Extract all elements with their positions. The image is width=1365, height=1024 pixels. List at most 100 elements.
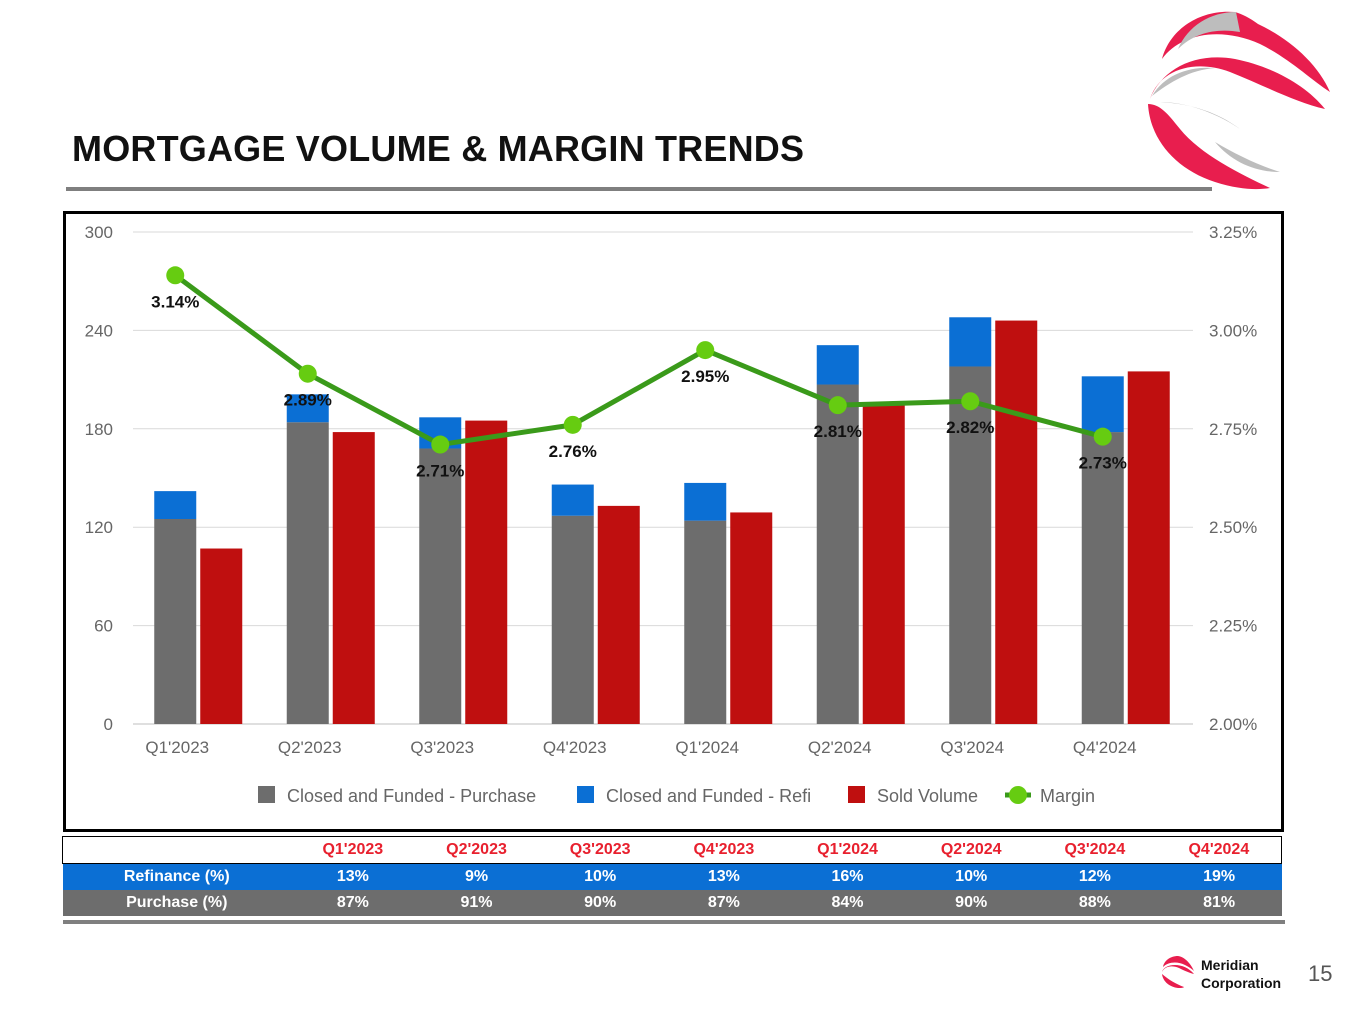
bar-purchase (816, 384, 859, 724)
y-tick-label: 240 (85, 321, 113, 340)
x-tick-label: Q2'2023 (278, 738, 342, 757)
x-tick-label: Q2'2024 (808, 738, 872, 757)
margin-point (166, 266, 185, 285)
margin-data-label: 2.76% (549, 442, 597, 461)
mortgage-volume-chart: 0 60 120 180 240 300 2.00% 2.25% 2.50% 2.75% 3.00%… (85, 223, 1258, 806)
legend-purchase-label: Closed and Funded - Purchase (287, 786, 536, 806)
table-cell: 90% (909, 890, 1034, 916)
y2-tick-label: 2.00% (1209, 715, 1257, 734)
table-cell: 9% (414, 863, 539, 890)
margin-point (961, 392, 980, 411)
legend-sold-label: Sold Volume (877, 786, 978, 806)
bar-purchase (419, 448, 462, 724)
y2-tick-label: 2.50% (1209, 518, 1257, 537)
y-tick-label: 60 (94, 617, 113, 636)
bar-refi (1081, 376, 1124, 433)
table-cell: 90% (538, 890, 663, 916)
y-tick-label: 0 (104, 715, 113, 734)
bar-refi (154, 491, 197, 519)
bar-refi (949, 317, 992, 367)
table-header-q2-2024: Q2'2024 (909, 836, 1034, 864)
bar-sold (862, 402, 905, 724)
bar-sold (995, 320, 1038, 724)
margin-point (563, 415, 582, 434)
brand-name: Meridian Corporation (1201, 956, 1281, 992)
x-tick-label: Q1'2024 (675, 738, 739, 757)
table-cell: 16% (785, 863, 910, 890)
margin-data-label: 2.71% (416, 462, 464, 481)
margin-data-label: 2.81% (814, 422, 862, 441)
table-cell: 10% (909, 863, 1034, 890)
y-tick-label: 120 (85, 518, 113, 537)
table-cell: 13% (291, 863, 415, 890)
margin-data-label: 2.82% (946, 418, 994, 437)
bar-sold (200, 548, 243, 724)
title-divider (66, 187, 1212, 191)
bar-sold (1127, 371, 1170, 724)
meridian-logo (1148, 11, 1330, 190)
y2-tick-label: 3.25% (1209, 223, 1257, 242)
legend-refi-label: Closed and Funded - Refi (606, 786, 811, 806)
x-tick-label: Q4'2023 (543, 738, 607, 757)
legend-margin-swatch-marker (1009, 786, 1027, 804)
legend-sold-swatch (848, 786, 865, 803)
table-header-q4-2024: Q4'2024 (1156, 836, 1282, 864)
margin-point (431, 435, 450, 454)
meridian-small-logo (1162, 956, 1194, 988)
table-cell: 12% (1033, 863, 1157, 890)
margin-data-label: 2.95% (681, 367, 729, 386)
table-cell: 87% (291, 890, 415, 916)
x-tick-label: Q1'2023 (145, 738, 209, 757)
y2-tick-label: 2.25% (1209, 617, 1257, 636)
table-cell: 81% (1156, 890, 1282, 916)
bar-sold (730, 512, 773, 724)
bar-sold (465, 420, 508, 724)
table-cell: 87% (662, 890, 786, 916)
bar-purchase (551, 515, 594, 724)
legend-purchase-swatch (258, 786, 275, 803)
table-header-q1-2024: Q1'2024 (785, 836, 910, 864)
brand-line-2: Corporation (1201, 975, 1282, 991)
table-header-q3-2024: Q3'2024 (1033, 836, 1157, 864)
bar-sold (597, 505, 640, 724)
bar-purchase (286, 422, 329, 724)
table-divider (63, 920, 1285, 924)
chart-frame (63, 211, 1284, 832)
table-cell: 91% (414, 890, 539, 916)
bar-refi (551, 484, 594, 516)
bar-sold (332, 432, 375, 724)
bar-purchase (1081, 432, 1124, 724)
margin-point (1093, 427, 1112, 446)
y-tick-label: 180 (85, 420, 113, 439)
margin-point (298, 364, 317, 383)
y2-tick-label: 2.75% (1209, 420, 1257, 439)
y2-tick-label: 3.00% (1209, 321, 1257, 340)
y-tick-label: 300 (85, 223, 113, 242)
bar-refi (816, 345, 859, 385)
x-tick-label: Q3'2024 (940, 738, 1004, 757)
bar-refi (286, 394, 329, 423)
table-cell: 10% (538, 863, 663, 890)
table-cell: 84% (785, 890, 910, 916)
table-header-q3-2023: Q3'2023 (538, 836, 663, 864)
table-corner (62, 836, 291, 864)
row-label-refinance: Refinance (%) (62, 863, 291, 890)
legend-margin-label: Margin (1040, 786, 1095, 806)
bar-purchase (684, 520, 727, 724)
bar-refi (684, 482, 727, 521)
x-tick-label: Q4'2024 (1073, 738, 1137, 757)
bar-purchase (154, 519, 197, 724)
page-number: 15 (1308, 961, 1333, 986)
margin-data-label: 2.73% (1079, 454, 1127, 473)
legend-refi-swatch (577, 786, 594, 803)
table-cell: 13% (662, 863, 786, 890)
margin-line (173, 273, 1104, 448)
margin-data-label: 3.14% (151, 292, 199, 311)
mix-table: Q1'2023 Q2'2023 Q3'2023 Q4'2023 Q1'2024 … (62, 836, 1282, 916)
table-row-refinance: Refinance (%) 13% 9% 10% 13% 16% 10% 12%… (62, 863, 1282, 890)
margin-point (696, 341, 715, 360)
row-label-purchase: Purchase (%) (62, 890, 291, 916)
brand-line-1: Meridian (1201, 957, 1259, 973)
table-header-q4-2023: Q4'2023 (662, 836, 786, 864)
page-title: MORTGAGE VOLUME & MARGIN TRENDS (72, 128, 805, 169)
